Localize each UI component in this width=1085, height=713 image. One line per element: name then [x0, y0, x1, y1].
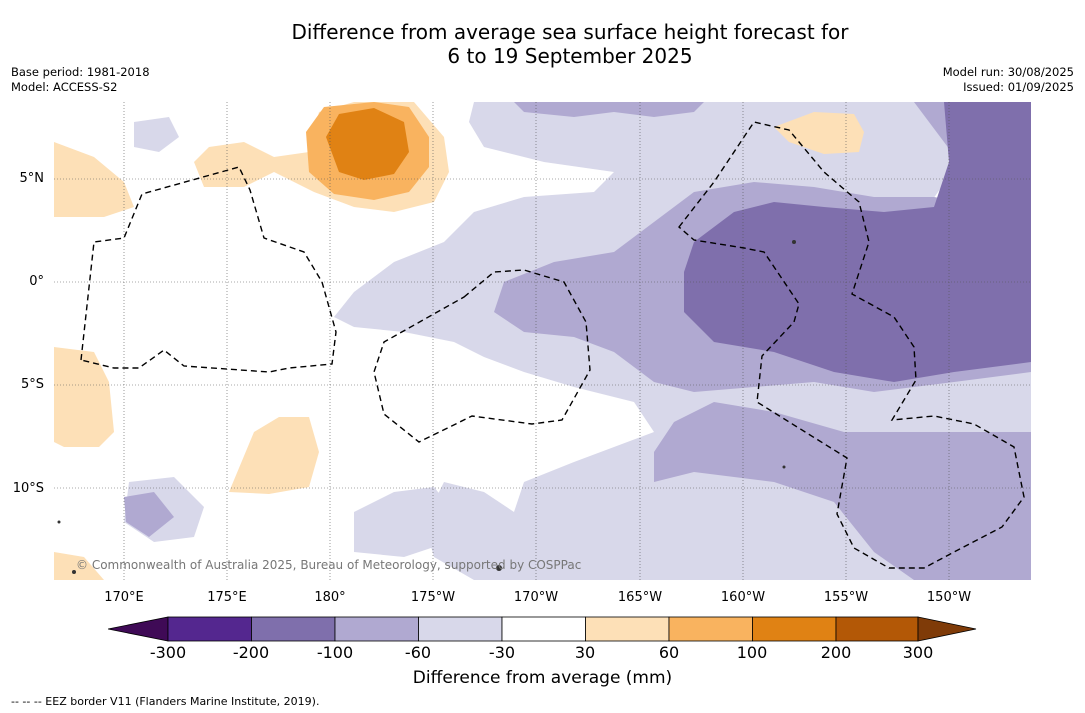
colorbar-segment [251, 616, 336, 642]
sea-surface-height-map [54, 102, 1031, 580]
colorbar-tick: 60 [658, 643, 680, 662]
colorbar-tick: 200 [820, 643, 852, 662]
contour-dark-orange [326, 108, 409, 180]
eez-borders [80, 121, 1025, 569]
colorbar-high-extension [917, 616, 977, 642]
colorbar-segment [167, 616, 252, 642]
lon-label: 180° [314, 590, 346, 605]
lat-label: 0° [29, 274, 44, 289]
colorbar-title: Difference from average (mm) [412, 668, 673, 688]
lon-label: 175°W [410, 590, 456, 605]
lon-label: 175°E [207, 590, 247, 605]
colorbar-tick: 30 [574, 643, 596, 662]
lat-label: 5°N [19, 171, 45, 186]
lon-label: 170°W [513, 590, 559, 605]
colorbar-tick: 300 [902, 643, 934, 662]
contour-pale-orange [54, 142, 134, 217]
run-info: Model run: 30/08/2025 Issued: 01/09/2025 [943, 65, 1074, 95]
lon-label: 160°W [720, 590, 766, 605]
title-line-1: Difference from average sea surface heig… [291, 20, 849, 44]
lon-label: 165°W [617, 590, 663, 605]
contour-light-purple [354, 487, 454, 557]
colorbar-segment [585, 616, 670, 642]
base-period-label: Base period: 1981-2018 [11, 65, 150, 79]
model-run-label: Model run: 30/08/2025 [942, 65, 1074, 79]
map-gridlines [54, 102, 1031, 580]
base-info: Base period: 1981-2018 Model: ACCESS-S2 [11, 65, 150, 95]
map-title: Difference from average sea surface heig… [0, 20, 1085, 68]
colorbar-segment [835, 616, 919, 642]
lon-label: 155°W [823, 590, 869, 605]
colorbar-segment [418, 616, 503, 642]
colorbar-tick: -100 [316, 643, 354, 662]
contour-pale-orange [54, 552, 104, 580]
colorbar-tick: 100 [736, 643, 768, 662]
contour-medium-purple [124, 492, 174, 537]
colorbar-tick: -200 [232, 643, 270, 662]
island-outlines [57, 240, 796, 574]
colorbar-tick: -60 [404, 643, 432, 662]
title-line-2: 6 to 19 September 2025 [447, 44, 693, 68]
issued-label: Issued: 01/09/2025 [963, 80, 1074, 94]
contour-pale-orange [229, 417, 319, 494]
contour-pale-orange [774, 112, 864, 154]
colorbar-segment [752, 616, 837, 642]
eez-legend: -- -- -- EEZ border V11 (Flanders Marine… [11, 695, 320, 708]
lon-label: 150°W [926, 590, 972, 605]
colorbar-tick: -30 [488, 643, 516, 662]
lat-label: 5°S [20, 377, 44, 392]
copyright-notice: © Commonwealth of Australia 2025, Bureau… [76, 558, 582, 572]
model-label: Model: ACCESS-S2 [11, 80, 118, 94]
colorbar-segment [334, 616, 419, 642]
colorbar-segment [501, 616, 586, 642]
contour-pale-orange [54, 347, 114, 447]
contour-light-purple [134, 117, 179, 152]
colorbar-segment [668, 616, 753, 642]
colorbar [107, 616, 978, 648]
lon-label: 170°E [104, 590, 144, 605]
contour-medium-purple [514, 102, 704, 117]
colorbar-low-extension [107, 616, 169, 642]
colorbar-tick: -300 [149, 643, 187, 662]
contour-dark-purple [684, 102, 1031, 382]
lat-label: 10°S [12, 481, 44, 496]
